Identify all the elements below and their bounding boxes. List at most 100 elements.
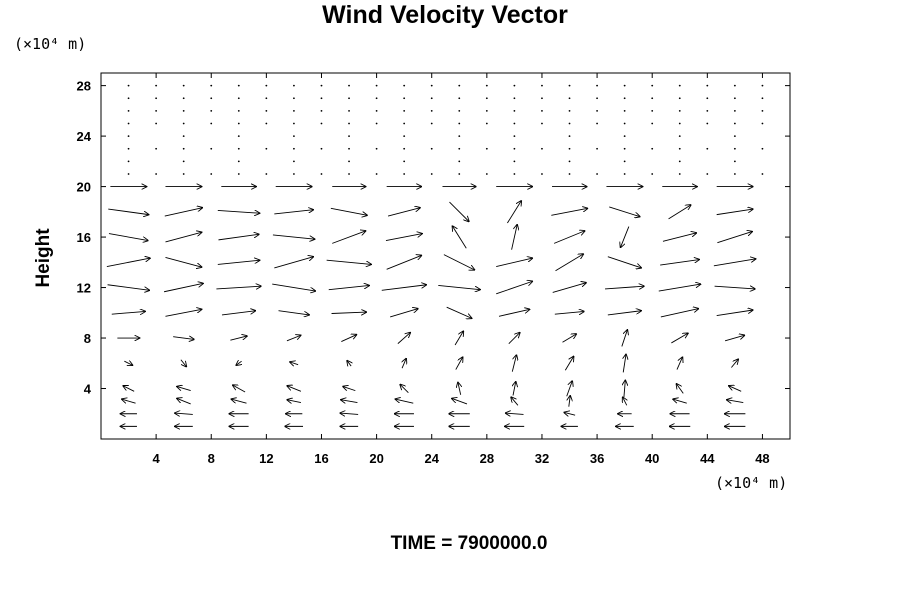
wind-vector xyxy=(624,380,625,397)
calm-point xyxy=(596,147,598,150)
calm-point xyxy=(155,147,158,150)
wind-vector xyxy=(175,413,193,414)
calm-point xyxy=(678,173,681,175)
calm-point xyxy=(237,109,240,112)
calm-point xyxy=(127,84,130,87)
calm-point xyxy=(127,122,130,125)
calm-point xyxy=(127,109,130,112)
calm-point xyxy=(541,97,543,100)
calm-point xyxy=(706,109,709,112)
calm-point xyxy=(651,97,654,100)
wind-vector xyxy=(449,201,469,222)
calm-point xyxy=(733,173,736,175)
calm-point xyxy=(761,84,764,87)
wind-vector xyxy=(554,311,584,314)
wind-vector xyxy=(716,310,753,317)
calm-point xyxy=(403,147,406,150)
wind-vector xyxy=(332,231,366,244)
calm-point xyxy=(265,122,268,125)
calm-point xyxy=(513,97,516,100)
calm-point xyxy=(706,97,709,100)
wind-vector xyxy=(274,210,313,215)
calm-point xyxy=(513,109,516,112)
calm-point xyxy=(320,109,323,112)
wind-vector xyxy=(513,135,516,138)
calm-point xyxy=(706,147,709,150)
calm-point xyxy=(293,173,295,175)
wind-vector xyxy=(182,160,185,163)
x-tick-label: 8 xyxy=(208,451,215,466)
calm-point xyxy=(485,173,488,175)
wind-vector xyxy=(724,335,745,342)
calm-point xyxy=(237,122,240,125)
wind-vector xyxy=(676,384,684,394)
wind-vector xyxy=(568,135,571,138)
calm-point xyxy=(265,109,268,112)
calm-point xyxy=(513,84,516,87)
calm-point xyxy=(348,147,350,150)
calm-point xyxy=(237,97,240,100)
vector-field xyxy=(106,135,756,426)
wind-vector xyxy=(607,256,642,268)
wind-vector xyxy=(452,226,467,249)
wind-vector xyxy=(165,309,201,317)
calm-point xyxy=(458,109,461,112)
calm-points xyxy=(127,84,764,175)
y-tick-label: 8 xyxy=(84,331,91,346)
calm-point xyxy=(458,122,461,125)
wind-vector xyxy=(218,234,260,241)
calm-point xyxy=(182,84,185,87)
calm-point xyxy=(596,97,598,100)
calm-point xyxy=(430,109,433,112)
wind-vector xyxy=(108,208,149,215)
calm-point xyxy=(568,122,571,125)
plot-frame xyxy=(100,72,791,440)
wind-vector xyxy=(673,399,687,404)
calm-point xyxy=(458,147,461,150)
wind-vector xyxy=(508,332,520,344)
calm-point xyxy=(210,173,213,175)
wind-vector xyxy=(562,334,577,343)
calm-point xyxy=(265,84,268,87)
calm-point xyxy=(458,173,461,175)
wind-vector xyxy=(233,385,246,393)
wind-vector xyxy=(326,259,372,264)
calm-point xyxy=(541,84,543,87)
calm-point xyxy=(733,109,736,112)
wind-vector xyxy=(124,361,132,365)
wind-vector xyxy=(662,233,697,242)
x-axis: 4 8 12 16 20 24 28 32 36 40 44 48 xyxy=(153,73,770,466)
wind-vector xyxy=(403,135,406,138)
x-tick-label: 16 xyxy=(314,451,328,466)
calm-point xyxy=(678,122,681,125)
wind-vector xyxy=(620,226,630,248)
wind-vector xyxy=(458,382,461,395)
calm-point xyxy=(485,122,488,125)
wind-vector xyxy=(623,135,626,138)
calm-point xyxy=(651,109,654,112)
calm-point xyxy=(127,97,130,100)
wind-vector xyxy=(385,234,422,242)
calm-point xyxy=(210,122,213,125)
calm-point xyxy=(651,173,654,175)
calm-point xyxy=(678,109,681,112)
wind-vector xyxy=(123,386,135,392)
calm-point xyxy=(210,84,213,87)
wind-vector xyxy=(231,399,247,404)
wind-vector xyxy=(341,400,358,403)
wind-vector xyxy=(726,400,744,403)
calm-point xyxy=(485,84,488,87)
calm-point xyxy=(541,147,543,150)
calm-point xyxy=(293,147,295,150)
wind-vector xyxy=(340,413,359,414)
calm-point xyxy=(596,173,598,175)
wind-vector xyxy=(180,359,187,367)
calm-point xyxy=(568,147,571,150)
calm-point xyxy=(375,84,378,87)
wind-vector xyxy=(330,207,367,215)
wind-vector xyxy=(443,254,475,270)
wind-vector xyxy=(454,331,463,346)
calm-point xyxy=(596,109,598,112)
wind-vector xyxy=(564,356,573,371)
calm-point xyxy=(210,97,213,100)
